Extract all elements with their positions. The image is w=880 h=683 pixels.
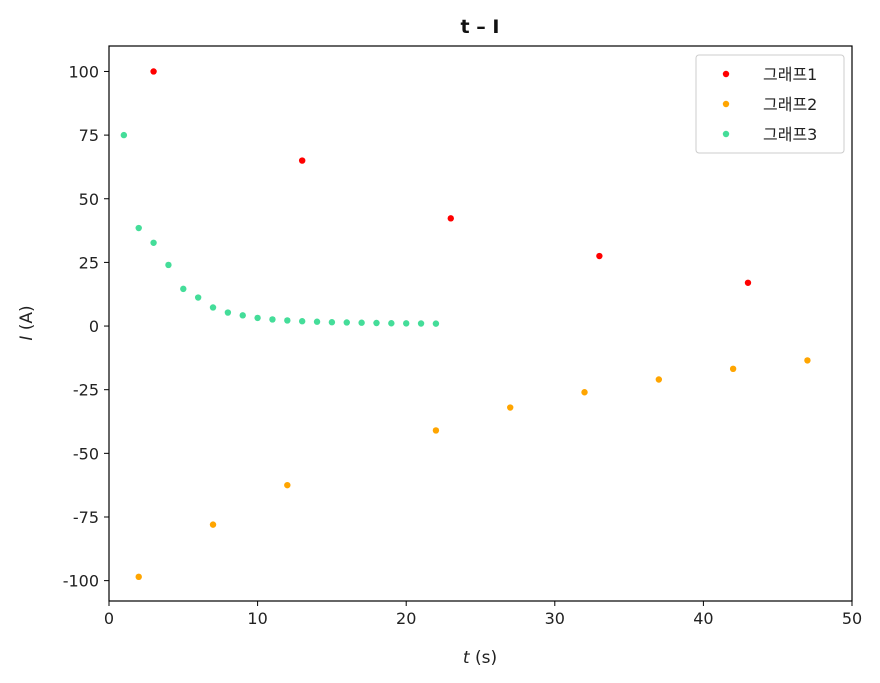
data-point: [744, 279, 752, 286]
data-point: [507, 404, 514, 411]
data-point: [209, 521, 217, 528]
y-tick-label: -75: [73, 508, 99, 527]
y-tick-label: 100: [68, 62, 99, 81]
y-axis: 100 75 50 25 0 -25 -50 -75 -100: [63, 62, 109, 591]
y-tick-label: -50: [73, 444, 99, 463]
data-point: [150, 239, 157, 246]
data-point: [209, 304, 217, 311]
data-point: [343, 319, 350, 326]
data-point: [373, 319, 380, 327]
y-tick-label: 25: [79, 253, 99, 272]
data-point: [313, 318, 321, 325]
data-point: [150, 68, 157, 75]
data-point: [388, 320, 395, 327]
chart-title: t – I: [461, 16, 500, 38]
series-1: [150, 68, 752, 286]
data-point: [655, 376, 663, 383]
legend-marker: [722, 100, 730, 108]
x-axis-label: t (s): [463, 648, 497, 668]
legend-marker: [722, 70, 730, 78]
data-point: [417, 320, 425, 327]
data-point: [581, 389, 588, 396]
data-point: [284, 317, 291, 324]
data-point: [194, 294, 202, 301]
legend-label: 그래프3: [763, 125, 817, 144]
data-point: [447, 215, 454, 222]
data-point: [180, 285, 187, 293]
x-axis: 0 10 20 30 40 50: [104, 601, 862, 628]
legend-label: 그래프2: [763, 95, 817, 114]
y-tick-label: 0: [89, 317, 99, 336]
data-point: [120, 131, 128, 139]
legend-frame: [695, 54, 845, 154]
chart-marks: [120, 68, 811, 581]
y-axis-label-var: I: [17, 336, 37, 341]
legend-marker: [722, 130, 730, 138]
y-axis-label-unit: (A): [17, 305, 37, 335]
x-tick-label: 0: [104, 609, 114, 628]
data-point: [135, 573, 142, 581]
data-point: [358, 319, 365, 326]
data-point: [298, 318, 306, 325]
legend-label: 그래프1: [763, 65, 817, 84]
data-point: [298, 157, 306, 164]
x-tick-label: 20: [396, 609, 416, 628]
x-axis-label-var: t: [463, 648, 471, 668]
data-point: [269, 316, 276, 323]
data-point: [224, 309, 232, 316]
data-point: [596, 252, 603, 260]
plot-frame: [108, 45, 853, 602]
legend: 그래프1 그래프2 그래프3: [695, 54, 845, 154]
data-point: [432, 320, 440, 327]
x-tick-label: 30: [545, 609, 565, 628]
y-tick-label: 75: [79, 126, 99, 145]
data-point: [432, 427, 440, 434]
data-point: [135, 224, 142, 232]
data-point: [254, 314, 261, 322]
series-2: [135, 357, 811, 581]
y-tick-label: -100: [63, 572, 99, 591]
x-tick-label: 50: [842, 609, 862, 628]
x-tick-label: 10: [247, 609, 267, 628]
series-3: [120, 131, 440, 327]
y-axis-label: I (A): [17, 305, 37, 340]
x-axis-label-unit: (s): [470, 648, 498, 668]
data-point: [804, 357, 811, 364]
y-tick-label: -25: [73, 381, 99, 400]
data-point: [165, 261, 172, 269]
data-point: [239, 312, 246, 319]
x-tick-label: 40: [693, 609, 713, 628]
data-point: [328, 319, 336, 326]
y-tick-label: 50: [79, 190, 99, 209]
data-point: [284, 481, 291, 489]
data-point: [729, 365, 737, 373]
data-point: [403, 320, 410, 327]
